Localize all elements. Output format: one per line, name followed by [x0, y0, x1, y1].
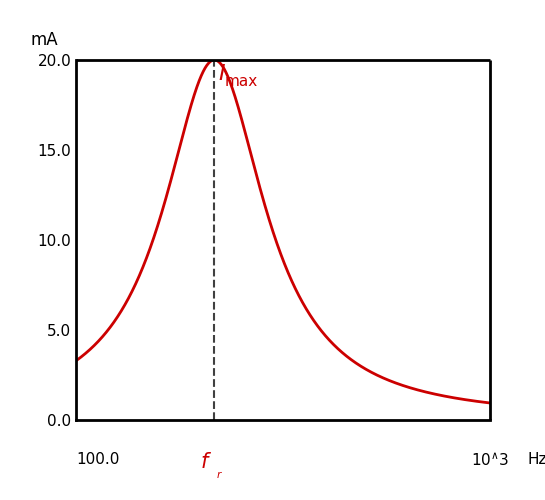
- Text: 100.0: 100.0: [76, 452, 120, 468]
- Text: $_{r}$: $_{r}$: [216, 465, 223, 480]
- Text: mA: mA: [31, 31, 58, 49]
- Text: max: max: [225, 74, 258, 90]
- Text: $I$: $I$: [218, 64, 226, 84]
- Text: $f$: $f$: [200, 452, 212, 472]
- Text: $10^{\wedge}3$: $10^{\wedge}3$: [471, 452, 510, 469]
- Text: Hz: Hz: [528, 452, 545, 468]
